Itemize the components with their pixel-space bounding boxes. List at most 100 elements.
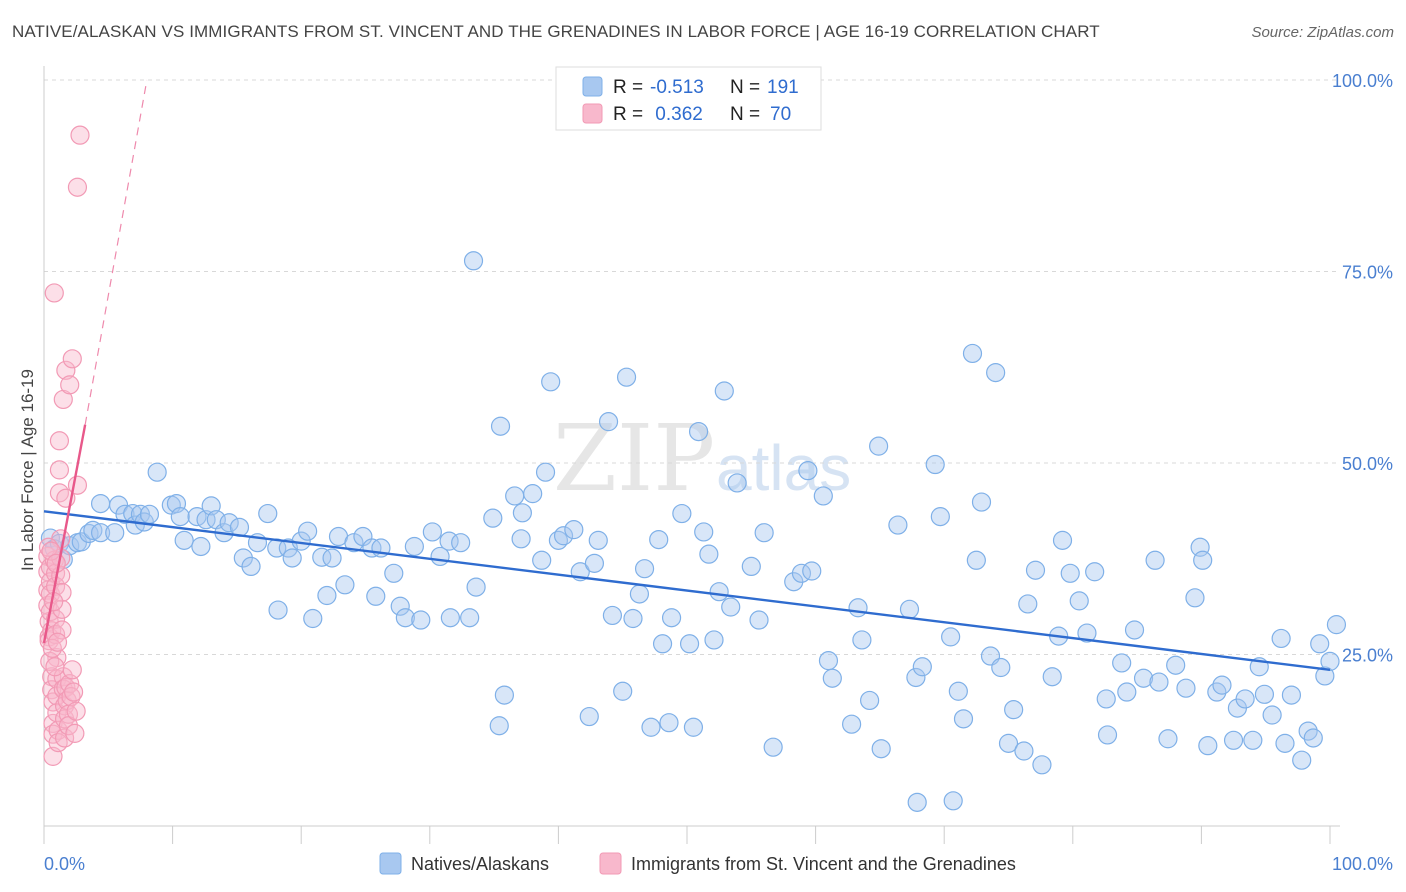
natives-point-173	[1235, 689, 1255, 709]
natives-point-164	[1176, 678, 1196, 698]
natives-point-96	[672, 503, 692, 524]
natives-point-55	[395, 608, 415, 628]
natives-point-107	[741, 556, 761, 577]
natives-point-116	[818, 651, 839, 671]
natives-point-8	[83, 520, 103, 541]
immigrants-point-67	[45, 657, 65, 677]
natives-point-131	[941, 627, 961, 647]
stats-legend-swatch-immigrants	[582, 103, 603, 124]
natives-point-124	[888, 515, 908, 535]
natives-point-181	[1292, 750, 1312, 770]
natives-point-94	[659, 713, 679, 733]
natives-point-179	[1275, 733, 1295, 753]
immigrants-trend-line	[42, 424, 87, 644]
natives-point-163	[1166, 655, 1186, 675]
natives-point-84	[598, 412, 619, 432]
natives-point-58	[422, 522, 442, 542]
natives-point-140	[991, 657, 1011, 678]
y-tick-label-3: 100.0%	[1332, 71, 1393, 91]
natives-point-139	[986, 363, 1006, 383]
y-tick-label-2: 75.0%	[1342, 263, 1393, 283]
natives-point-39	[282, 548, 302, 568]
natives-point-184	[1310, 634, 1330, 654]
natives-point-87	[616, 367, 637, 387]
natives-point-100	[694, 522, 714, 542]
stats-legend-n-label-immigrants: N =	[730, 104, 760, 125]
immigrants-point-69	[47, 632, 68, 652]
natives-point-106	[727, 473, 747, 493]
natives-point-118	[842, 714, 862, 734]
trend-lines	[42, 79, 1331, 672]
natives-point-186	[1320, 651, 1340, 671]
natives-point-64	[463, 251, 484, 271]
immigrants-point-30	[49, 431, 70, 451]
natives-point-102	[704, 630, 724, 650]
natives-point-126	[907, 792, 927, 812]
natives-point-98	[683, 717, 704, 737]
stats-legend-n-label-natives: N =	[730, 77, 760, 98]
natives-point-154	[1097, 725, 1118, 745]
natives-point-79	[564, 520, 584, 540]
stats-legend-r-value-natives: -0.513	[650, 77, 704, 98]
natives-point-127	[906, 667, 926, 688]
natives-point-65	[466, 577, 486, 597]
stats-legend-r-value-immigrants: 0.362	[650, 104, 703, 125]
series-legend-label-natives: Natives/Alaskans	[411, 854, 549, 874]
y-axis-label: In Labor Force | Age 16-19	[18, 369, 37, 571]
natives-point-91	[641, 717, 661, 737]
natives-point-130	[930, 507, 950, 527]
natives-point-176	[1254, 684, 1275, 704]
natives-point-44	[317, 585, 337, 606]
immigrants-point-68	[46, 553, 66, 573]
natives-point-123	[871, 739, 891, 759]
natives-point-30	[219, 513, 239, 533]
natives-point-129	[925, 454, 945, 475]
natives-point-76	[541, 372, 561, 392]
stats-legend-n-value-natives: 191	[767, 77, 799, 98]
natives-point-89	[629, 584, 650, 604]
natives-point-83	[588, 530, 608, 550]
natives-trend-line	[43, 510, 1331, 672]
natives-point-147	[1042, 667, 1062, 687]
natives-point-61	[440, 608, 460, 628]
axes	[43, 66, 1340, 844]
series-legend-swatch-immigrants	[599, 852, 622, 875]
natives-point-128	[912, 657, 932, 677]
natives-point-143	[1014, 741, 1034, 761]
natives-point-68	[490, 416, 511, 436]
natives-point-85	[602, 605, 623, 626]
y-tick-label-1: 50.0%	[1342, 454, 1393, 474]
natives-point-104	[714, 381, 734, 401]
series-legend-label-immigrants: Immigrants from St. Vincent and the Gren…	[631, 854, 1016, 874]
natives-point-157	[1117, 682, 1137, 702]
immigrants-point-58	[66, 701, 86, 721]
natives-point-158	[1124, 620, 1145, 640]
natives-point-93	[652, 634, 673, 654]
natives-point-25	[191, 536, 211, 557]
natives-point-136	[966, 550, 986, 570]
natives-point-67	[489, 716, 509, 736]
natives-point-92	[649, 529, 669, 550]
natives-point-81	[579, 706, 599, 727]
chart-title: NATIVE/ALASKAN VS IMMIGRANTS FROM ST. VI…	[12, 22, 1100, 41]
tick-labels: 25.0% 50.0% 75.0% 100.0% 0.0% 100.0%	[44, 71, 1393, 874]
natives-point-155	[1096, 689, 1116, 709]
natives-point-45	[322, 548, 342, 568]
series-legend-swatch-natives	[379, 852, 402, 875]
natives-point-146	[1032, 755, 1052, 775]
stats-legend: R = -0.513 N = 191 R = 0.362 N = 70	[555, 66, 822, 131]
natives-point-78	[553, 526, 574, 546]
natives-point-95	[661, 608, 682, 628]
natives-point-185	[1315, 666, 1335, 686]
natives-point-10	[90, 523, 111, 543]
immigrants-points	[38, 125, 90, 766]
natives-point-53	[384, 563, 404, 583]
stats-legend-r-label-natives: R =	[613, 77, 643, 98]
natives-point-170	[1212, 675, 1232, 695]
immigrants-point-61	[70, 125, 90, 145]
natives-point-120	[852, 630, 872, 650]
immigrants-point-31	[49, 460, 70, 480]
natives-point-125	[899, 599, 920, 619]
immigrants-point-45	[56, 360, 76, 380]
